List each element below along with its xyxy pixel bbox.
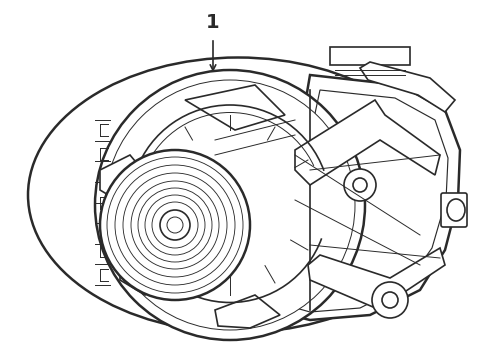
Circle shape [95, 70, 365, 340]
Circle shape [160, 210, 190, 240]
Polygon shape [308, 248, 445, 310]
Polygon shape [120, 250, 175, 295]
Text: 1: 1 [206, 13, 220, 32]
Polygon shape [295, 100, 440, 185]
Circle shape [167, 217, 183, 233]
Circle shape [105, 80, 355, 330]
Circle shape [100, 150, 250, 300]
Polygon shape [185, 85, 285, 130]
Ellipse shape [447, 199, 465, 221]
Polygon shape [360, 62, 455, 112]
FancyBboxPatch shape [330, 47, 410, 65]
Polygon shape [100, 155, 155, 205]
Circle shape [344, 169, 376, 201]
Circle shape [372, 282, 408, 318]
Circle shape [382, 292, 398, 308]
FancyBboxPatch shape [441, 193, 467, 227]
Polygon shape [270, 75, 460, 320]
Circle shape [353, 178, 367, 192]
Polygon shape [215, 295, 280, 328]
Ellipse shape [28, 58, 448, 333]
